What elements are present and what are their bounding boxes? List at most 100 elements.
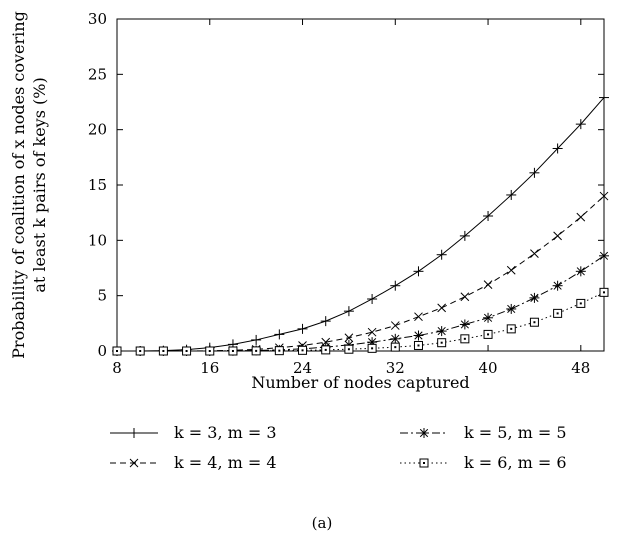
data-point	[575, 266, 586, 277]
data-point	[599, 287, 609, 297]
data-point	[552, 280, 563, 291]
legend-label: k = 6, m = 6	[464, 453, 567, 472]
legend-marker	[129, 458, 139, 468]
series-2	[112, 191, 609, 356]
data-point	[413, 330, 424, 341]
data-point	[506, 303, 517, 314]
data-point	[437, 338, 447, 348]
legend-marker	[419, 458, 429, 468]
series-1	[112, 92, 609, 356]
data-point	[413, 266, 424, 277]
x-tick-label: 24	[293, 359, 312, 377]
legend-marker	[419, 428, 429, 438]
legend: k = 3, m = 3 k = 4, m = 4 k = 5, m = 5 k = …	[110, 423, 567, 472]
x-tick-label: 40	[479, 359, 498, 377]
legend-entry-4: k = 6, m = 6	[400, 453, 567, 472]
data-point	[552, 143, 563, 154]
legend-label: k = 3, m = 3	[174, 423, 277, 442]
data-point	[529, 292, 540, 303]
data-point	[506, 324, 516, 334]
y-axis-label-line-2: at least k pairs of keys (%)	[30, 77, 49, 292]
data-point	[575, 119, 586, 130]
data-point	[251, 346, 261, 356]
legend-entry-2: k = 4, m = 4	[110, 453, 277, 472]
data-point	[205, 346, 215, 356]
data-point	[436, 249, 447, 260]
y-axis-label-line-1: Probability of coalition of x nodes cove…	[9, 11, 28, 359]
data-point	[436, 326, 447, 337]
series-line-3	[117, 255, 605, 352]
x-tick-label: 48	[571, 359, 590, 377]
data-point	[367, 343, 377, 353]
data-point	[529, 317, 539, 327]
data-point	[460, 292, 470, 302]
data-point	[599, 92, 609, 103]
x-axis-label: Number of nodes captured	[251, 373, 469, 392]
y-tick-label: 0	[97, 342, 107, 360]
data-point	[553, 308, 563, 318]
data-point	[343, 306, 354, 317]
series-line-1	[117, 97, 605, 352]
data-point	[297, 323, 308, 334]
data-point	[321, 345, 331, 355]
data-point	[274, 346, 284, 356]
y-tick-label: 10	[88, 231, 107, 249]
legend-entry-3: k = 5, m = 5	[400, 423, 567, 442]
legend-marker	[129, 428, 139, 438]
y-tick-label: 5	[97, 287, 107, 305]
data-point	[459, 230, 470, 241]
x-tick-label: 32	[386, 359, 405, 377]
data-point	[413, 340, 423, 350]
data-point	[367, 327, 377, 337]
data-point	[483, 312, 494, 323]
series-4	[112, 287, 609, 356]
series-line-4	[117, 291, 605, 352]
data-point	[367, 293, 378, 304]
data-point	[599, 250, 609, 261]
data-point	[344, 344, 354, 354]
y-tick-label: 15	[88, 176, 107, 194]
data-point	[576, 298, 586, 308]
data-point	[483, 280, 493, 289]
data-point	[459, 319, 470, 330]
series-layer	[112, 92, 609, 356]
axes: 8 16 24 32 40 48 0 5 10 15 20 25 30	[88, 10, 605, 377]
x-tick-label: 16	[200, 359, 219, 377]
data-point	[298, 345, 308, 355]
data-point	[483, 210, 494, 221]
data-point	[599, 191, 609, 201]
data-point	[506, 189, 517, 200]
data-point	[390, 321, 400, 330]
series-line-2	[117, 195, 605, 352]
data-point	[576, 212, 586, 222]
data-point	[344, 333, 354, 343]
data-point	[274, 329, 285, 340]
data-point	[182, 346, 192, 356]
data-point	[483, 329, 493, 339]
data-point	[135, 346, 145, 356]
data-point	[506, 265, 516, 275]
data-point	[460, 334, 470, 344]
data-point	[390, 280, 401, 291]
legend-label: k = 5, m = 5	[464, 423, 567, 442]
legend-label: k = 4, m = 4	[174, 453, 277, 472]
data-point	[390, 342, 400, 352]
y-tick-label: 25	[88, 65, 107, 83]
data-point	[437, 303, 447, 313]
data-point	[158, 346, 168, 356]
y-tick-label: 20	[88, 121, 107, 139]
figure-caption: (a)	[312, 514, 333, 532]
data-point	[553, 231, 562, 241]
data-point	[251, 334, 262, 345]
y-tick-label: 30	[88, 10, 107, 28]
data-point	[112, 346, 122, 356]
data-point	[228, 346, 238, 356]
data-point	[320, 316, 331, 327]
data-point	[390, 333, 401, 344]
data-point	[530, 249, 539, 258]
data-point	[529, 167, 540, 178]
legend-entry-1: k = 3, m = 3	[110, 423, 277, 442]
data-point	[414, 312, 423, 322]
x-tick-label: 8	[112, 359, 122, 377]
